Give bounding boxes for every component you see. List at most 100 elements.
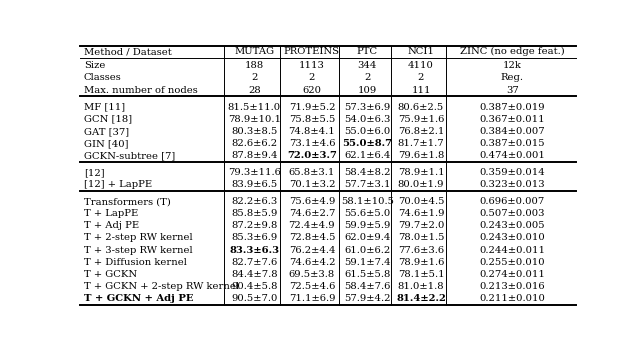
Text: 83.3±6.3: 83.3±6.3 bbox=[229, 246, 280, 255]
Text: 72.8±4.5: 72.8±4.5 bbox=[289, 234, 335, 243]
Text: 0.255±0.010: 0.255±0.010 bbox=[479, 258, 545, 267]
Text: 74.6±2.7: 74.6±2.7 bbox=[289, 209, 335, 218]
Text: 65.8±3.1: 65.8±3.1 bbox=[289, 168, 335, 177]
Text: 72.4±4.9: 72.4±4.9 bbox=[289, 221, 335, 230]
Text: 83.9±6.5: 83.9±6.5 bbox=[231, 180, 278, 189]
Text: 61.0±6.2: 61.0±6.2 bbox=[344, 246, 390, 255]
Text: ZINC (no edge feat.): ZINC (no edge feat.) bbox=[460, 47, 564, 56]
Text: 81.7±1.7: 81.7±1.7 bbox=[397, 139, 444, 148]
Text: NCI1: NCI1 bbox=[408, 47, 435, 56]
Text: T + 2-step RW kernel: T + 2-step RW kernel bbox=[84, 234, 193, 243]
Text: 62.1±6.4: 62.1±6.4 bbox=[344, 151, 390, 160]
Text: T + Adj PE: T + Adj PE bbox=[84, 221, 139, 230]
Text: 84.4±7.8: 84.4±7.8 bbox=[231, 270, 278, 279]
Text: 55.6±5.0: 55.6±5.0 bbox=[344, 209, 390, 218]
Text: 79.7±2.0: 79.7±2.0 bbox=[398, 221, 444, 230]
Text: 78.1±5.1: 78.1±5.1 bbox=[397, 270, 444, 279]
Text: 58.4±8.2: 58.4±8.2 bbox=[344, 168, 390, 177]
Text: 81.5±11.0: 81.5±11.0 bbox=[228, 102, 281, 111]
Text: 72.5±4.6: 72.5±4.6 bbox=[289, 282, 335, 291]
Text: 57.7±3.1: 57.7±3.1 bbox=[344, 180, 390, 189]
Text: [12]: [12] bbox=[84, 168, 104, 177]
Text: T + GCKN: T + GCKN bbox=[84, 270, 137, 279]
Text: 90.5±7.0: 90.5±7.0 bbox=[231, 294, 278, 303]
Text: 620: 620 bbox=[302, 85, 321, 94]
Text: 59.1±7.4: 59.1±7.4 bbox=[344, 258, 391, 267]
Text: 82.6±6.2: 82.6±6.2 bbox=[231, 139, 277, 148]
Text: 1113: 1113 bbox=[299, 61, 325, 70]
Text: 0.244±0.011: 0.244±0.011 bbox=[479, 246, 545, 255]
Text: Max. number of nodes: Max. number of nodes bbox=[84, 85, 198, 94]
Text: 74.8±4.1: 74.8±4.1 bbox=[289, 127, 335, 136]
Text: [12] + LapPE: [12] + LapPE bbox=[84, 180, 152, 189]
Text: 109: 109 bbox=[358, 85, 377, 94]
Text: 73.1±4.6: 73.1±4.6 bbox=[289, 139, 335, 148]
Text: Reg.: Reg. bbox=[500, 73, 524, 82]
Text: T + LapPE: T + LapPE bbox=[84, 209, 138, 218]
Text: 28: 28 bbox=[248, 85, 260, 94]
Text: 57.3±6.9: 57.3±6.9 bbox=[344, 102, 390, 111]
Text: T + GCKN + Adj PE: T + GCKN + Adj PE bbox=[84, 294, 193, 303]
Text: 57.9±4.2: 57.9±4.2 bbox=[344, 294, 390, 303]
Text: 2: 2 bbox=[364, 73, 371, 82]
Text: 75.8±5.5: 75.8±5.5 bbox=[289, 115, 335, 124]
Text: T + Diffusion kernel: T + Diffusion kernel bbox=[84, 258, 187, 267]
Text: 78.9±10.1: 78.9±10.1 bbox=[228, 115, 281, 124]
Text: 76.2±4.4: 76.2±4.4 bbox=[289, 246, 335, 255]
Text: MF [11]: MF [11] bbox=[84, 102, 125, 111]
Text: 111: 111 bbox=[412, 85, 431, 94]
Text: 0.213±0.016: 0.213±0.016 bbox=[479, 282, 545, 291]
Text: 344: 344 bbox=[358, 61, 377, 70]
Text: 77.6±3.6: 77.6±3.6 bbox=[398, 246, 444, 255]
Text: 72.0±3.7: 72.0±3.7 bbox=[287, 151, 337, 160]
Text: 0.474±0.001: 0.474±0.001 bbox=[479, 151, 545, 160]
Text: GIN [40]: GIN [40] bbox=[84, 139, 129, 148]
Text: 69.5±3.8: 69.5±3.8 bbox=[289, 270, 335, 279]
Text: 12k: 12k bbox=[503, 61, 522, 70]
Text: 81.4±2.2: 81.4±2.2 bbox=[396, 294, 446, 303]
Text: 0.387±0.019: 0.387±0.019 bbox=[479, 102, 545, 111]
Text: 55.0±6.0: 55.0±6.0 bbox=[344, 127, 390, 136]
Text: 79.3±11.6: 79.3±11.6 bbox=[228, 168, 281, 177]
Text: 0.211±0.010: 0.211±0.010 bbox=[479, 294, 545, 303]
Text: MUTAG: MUTAG bbox=[234, 47, 275, 56]
Text: 61.5±5.8: 61.5±5.8 bbox=[344, 270, 390, 279]
Text: T + GCKN + 2-step RW kernel: T + GCKN + 2-step RW kernel bbox=[84, 282, 239, 291]
Text: 58.4±7.6: 58.4±7.6 bbox=[344, 282, 390, 291]
Text: GCKN-subtree [7]: GCKN-subtree [7] bbox=[84, 151, 175, 160]
Text: 71.9±5.2: 71.9±5.2 bbox=[289, 102, 335, 111]
Text: 188: 188 bbox=[244, 61, 264, 70]
Text: 76.8±2.1: 76.8±2.1 bbox=[398, 127, 444, 136]
Text: 54.0±6.3: 54.0±6.3 bbox=[344, 115, 390, 124]
Text: PROTEINS: PROTEINS bbox=[284, 47, 340, 56]
Text: 79.6±1.8: 79.6±1.8 bbox=[398, 151, 444, 160]
Text: 75.6±4.9: 75.6±4.9 bbox=[289, 197, 335, 206]
Text: 85.3±6.9: 85.3±6.9 bbox=[231, 234, 278, 243]
Text: 0.387±0.015: 0.387±0.015 bbox=[479, 139, 545, 148]
Text: 55.0±8.7: 55.0±8.7 bbox=[342, 139, 392, 148]
Text: 80.3±8.5: 80.3±8.5 bbox=[231, 127, 278, 136]
Text: 78.9±1.6: 78.9±1.6 bbox=[398, 258, 444, 267]
Text: 90.4±5.8: 90.4±5.8 bbox=[231, 282, 278, 291]
Text: GAT [37]: GAT [37] bbox=[84, 127, 129, 136]
Text: 80.6±2.5: 80.6±2.5 bbox=[398, 102, 444, 111]
Text: 71.1±6.9: 71.1±6.9 bbox=[289, 294, 335, 303]
Text: 59.9±5.9: 59.9±5.9 bbox=[344, 221, 390, 230]
Text: 70.1±3.2: 70.1±3.2 bbox=[289, 180, 335, 189]
Text: 0.507±0.003: 0.507±0.003 bbox=[479, 209, 545, 218]
Text: 58.1±10.5: 58.1±10.5 bbox=[341, 197, 394, 206]
Text: Method / Dataset: Method / Dataset bbox=[84, 47, 172, 56]
Text: Transformers (T): Transformers (T) bbox=[84, 197, 171, 206]
Text: 74.6±4.2: 74.6±4.2 bbox=[289, 258, 335, 267]
Text: GCN [18]: GCN [18] bbox=[84, 115, 132, 124]
Text: 2: 2 bbox=[308, 73, 315, 82]
Text: 0.323±0.013: 0.323±0.013 bbox=[479, 180, 545, 189]
Text: T + 3-step RW kernel: T + 3-step RW kernel bbox=[84, 246, 193, 255]
Text: 80.0±1.9: 80.0±1.9 bbox=[397, 180, 444, 189]
Text: 0.243±0.010: 0.243±0.010 bbox=[479, 234, 545, 243]
Text: 37: 37 bbox=[506, 85, 518, 94]
Text: Size: Size bbox=[84, 61, 106, 70]
Text: 0.359±0.014: 0.359±0.014 bbox=[479, 168, 545, 177]
Text: 82.7±7.6: 82.7±7.6 bbox=[231, 258, 278, 267]
Text: 0.384±0.007: 0.384±0.007 bbox=[479, 127, 545, 136]
